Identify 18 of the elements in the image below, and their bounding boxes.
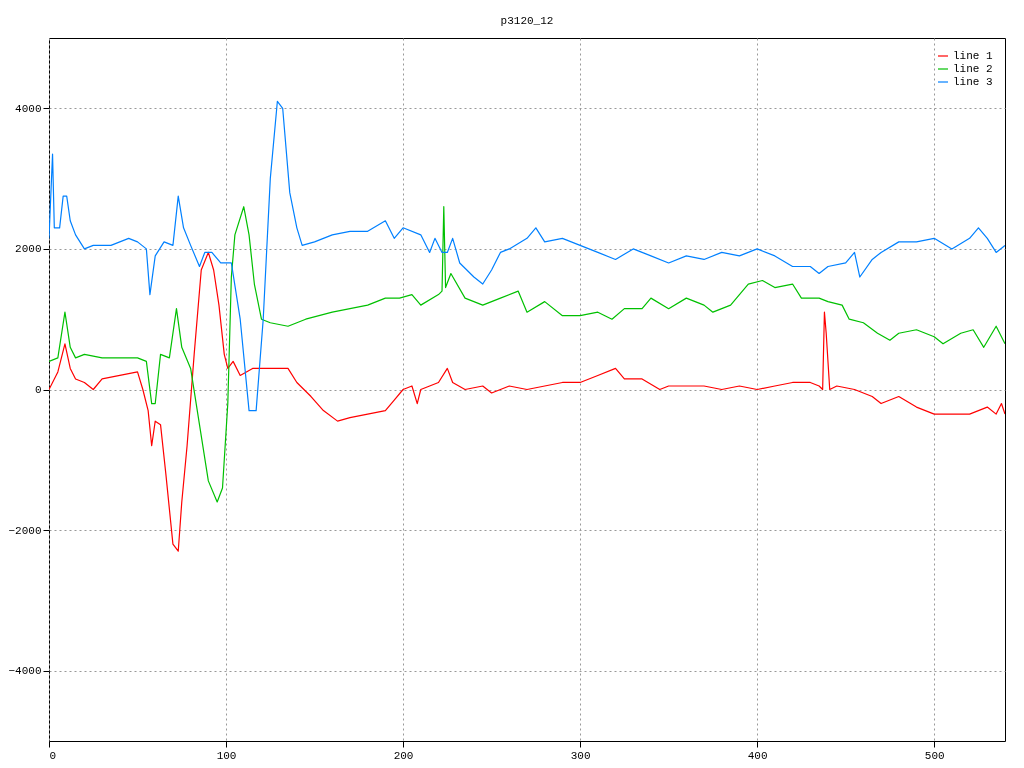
y-tick-label: 2000	[15, 243, 42, 256]
line-series	[49, 251, 1005, 552]
x-tick-label: 300	[570, 749, 591, 762]
legend-label: line 3	[953, 76, 993, 88]
legend-label: line 1	[953, 50, 994, 62]
y-tick-label: 0	[34, 384, 42, 396]
line-series	[49, 206, 1005, 503]
x-tick-label: 500	[924, 749, 945, 762]
x-tick-label: 400	[747, 749, 768, 762]
y-tick-label: −2000	[8, 524, 42, 537]
chart-title: p3120_12	[500, 15, 554, 27]
y-tick-label: −4000	[8, 665, 42, 678]
legend-label: line 2	[953, 63, 993, 75]
x-tick-label: 0	[49, 749, 57, 762]
line-series	[49, 100, 1005, 412]
x-tick-label: 100	[216, 749, 237, 762]
y-tick-label: 4000	[15, 102, 42, 115]
x-tick-label: 200	[393, 749, 414, 762]
